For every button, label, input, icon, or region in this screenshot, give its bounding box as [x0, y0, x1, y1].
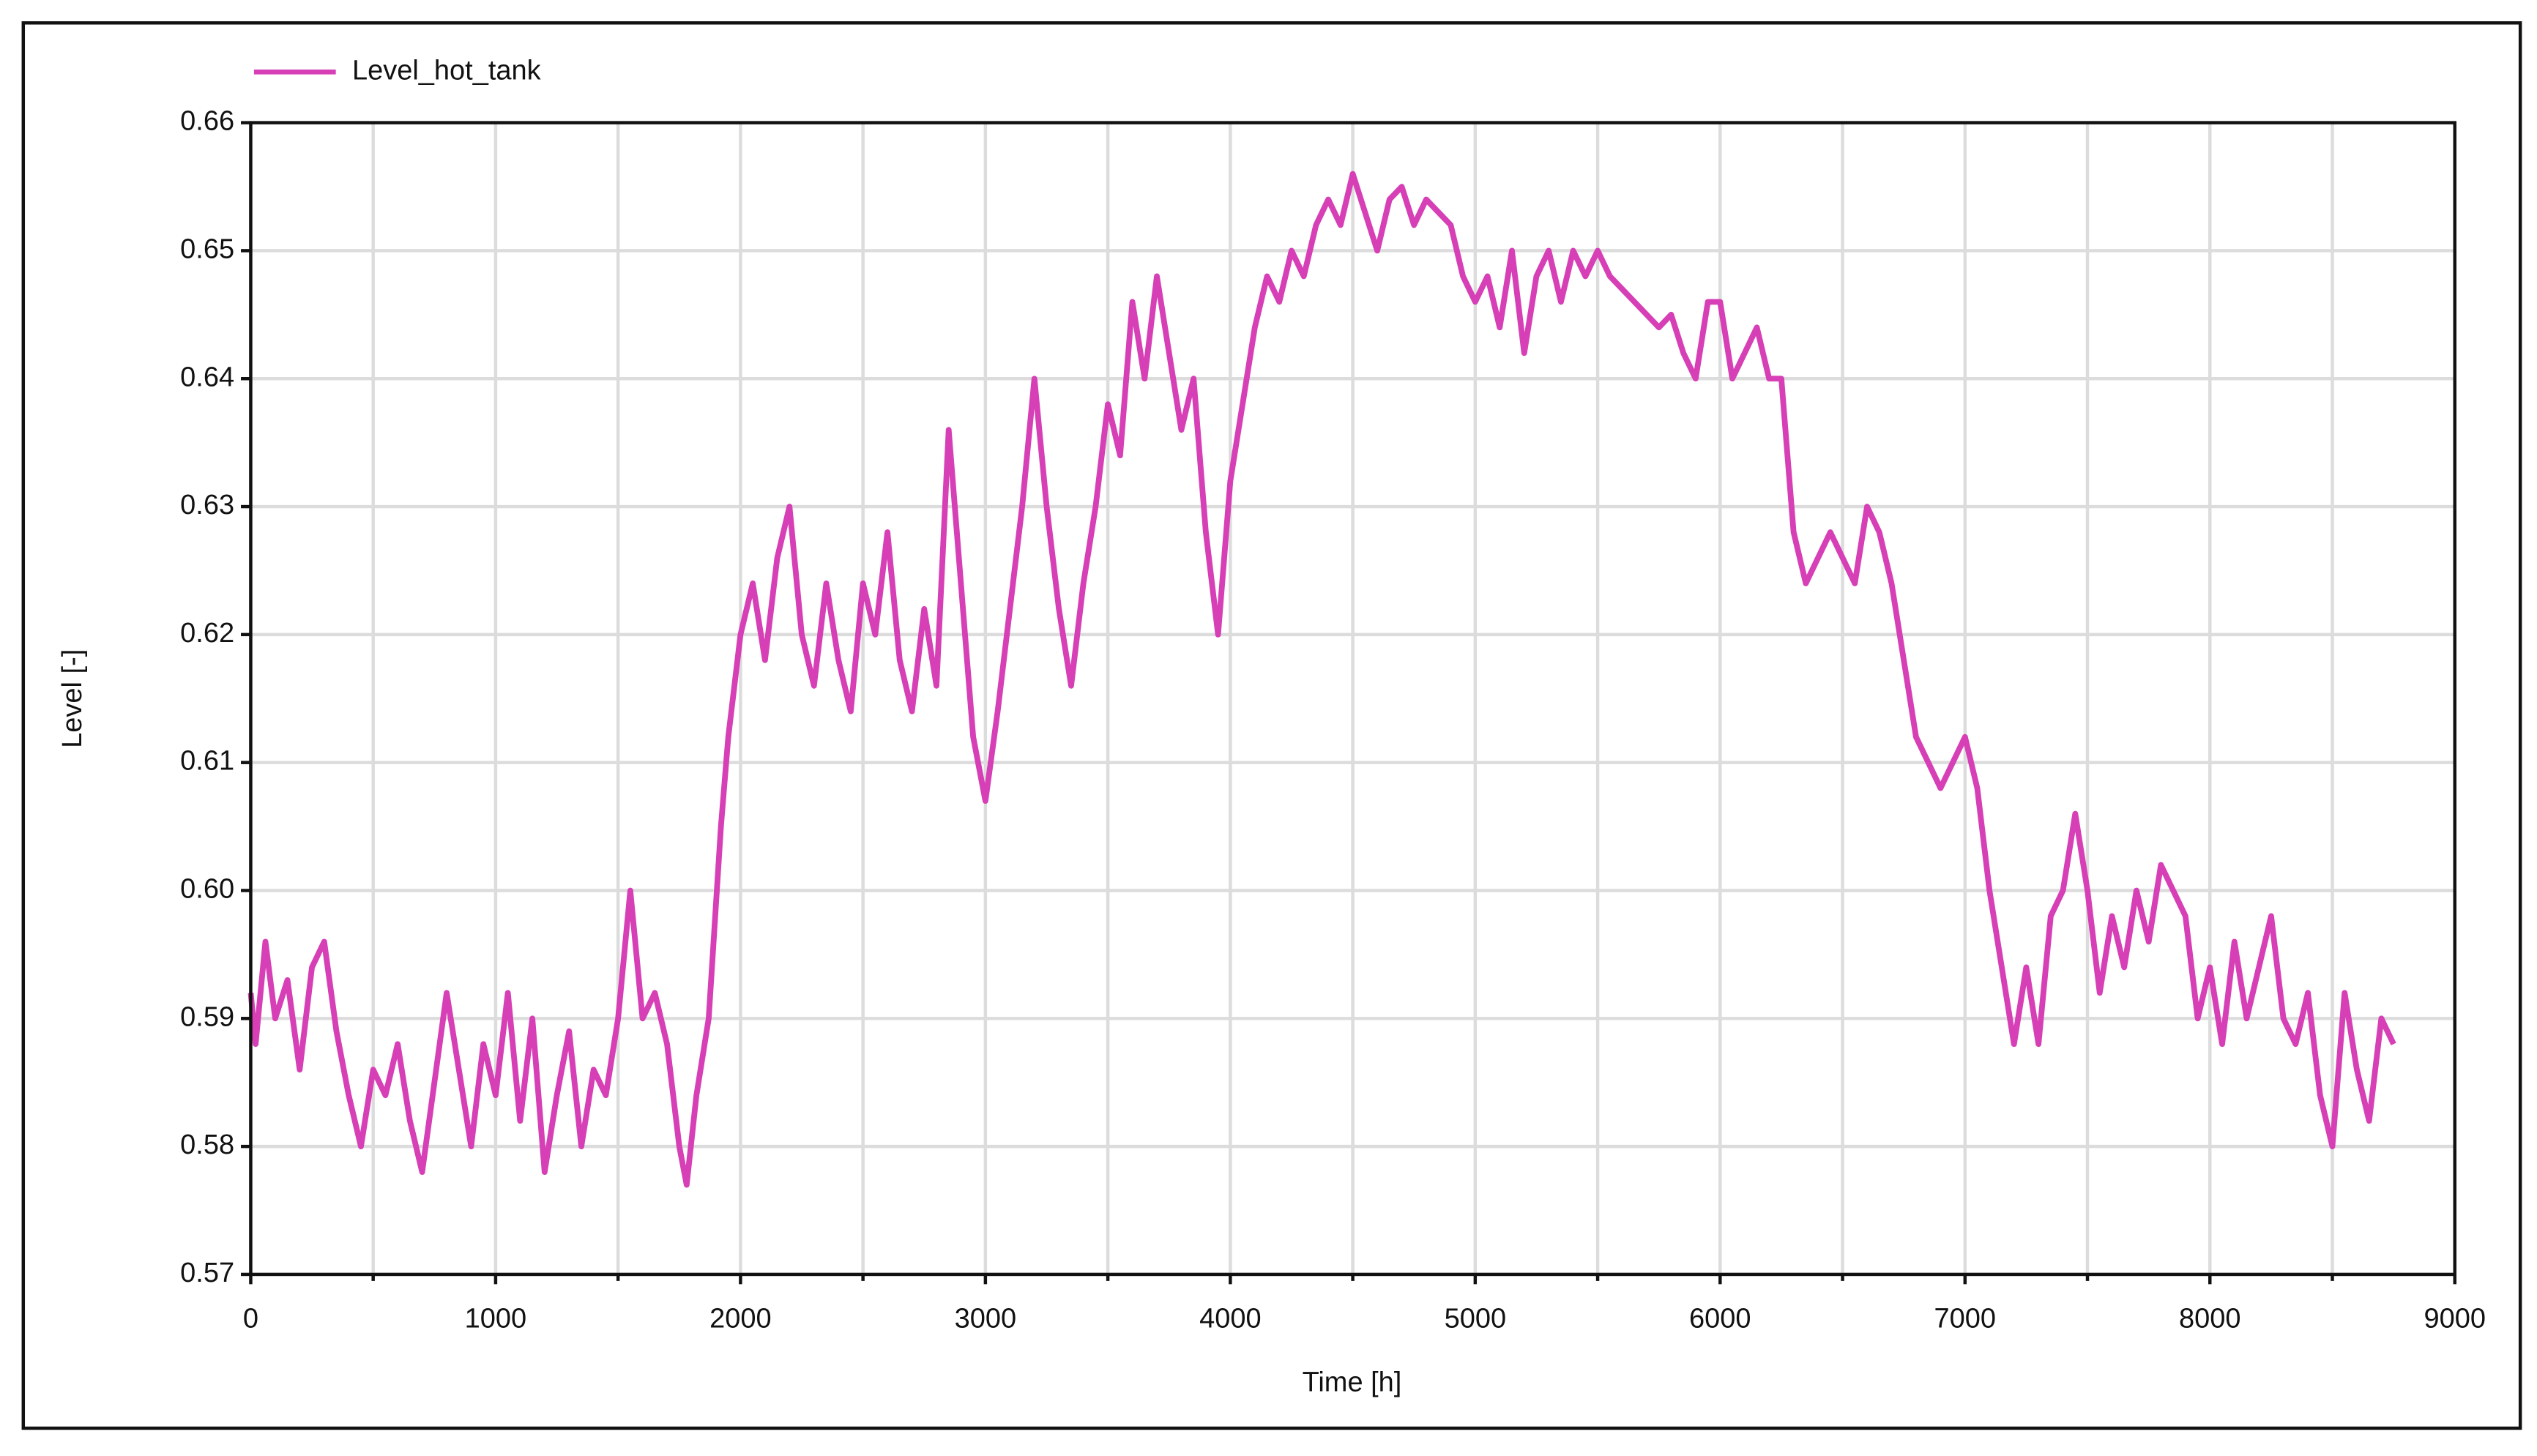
x-tick-label: 5000 — [1445, 1304, 1507, 1334]
x-tick-label: 7000 — [1934, 1304, 1997, 1334]
line-series — [247, 171, 2396, 1188]
x-tick-label: 3000 — [955, 1304, 1017, 1334]
labels: 0.57 0.58 0.59 0.60 0.61 0.62 0.63 0.64 0.65 0.66… — [180, 55, 2486, 1334]
plot — [247, 171, 2396, 1188]
y-tick-label: 0.63 — [180, 490, 234, 520]
y-tick-label: 0.59 — [180, 1001, 234, 1032]
x-tick-label: 2000 — [709, 1304, 772, 1334]
legend-label: Level_hot_tank — [352, 55, 542, 86]
grid — [249, 121, 2456, 1277]
y-tick-label: 0.61 — [180, 746, 234, 777]
y-tick-label: 0.57 — [180, 1258, 234, 1288]
y-tick-label: 0.60 — [180, 874, 234, 905]
x-tick-label: 4000 — [1199, 1304, 1262, 1334]
y-tick-label: 0.62 — [180, 618, 234, 649]
x-axis-label: Time [h] — [1303, 1367, 1402, 1398]
x-tick-label: 1000 — [465, 1304, 527, 1334]
y-tick-label: 0.58 — [180, 1130, 234, 1160]
x-tick-label: 0 — [243, 1304, 258, 1334]
y-axis-label: Level [-] — [57, 649, 88, 748]
y-tick-label: 0.66 — [180, 106, 234, 137]
y-tick-label: 0.65 — [180, 234, 234, 264]
frame — [21, 21, 2522, 1430]
x-tick-label: 9000 — [2424, 1304, 2486, 1334]
x-tick-label: 6000 — [1689, 1304, 1751, 1334]
y-tick-label: 0.64 — [180, 362, 234, 392]
x-tick-label: 8000 — [2179, 1304, 2241, 1334]
